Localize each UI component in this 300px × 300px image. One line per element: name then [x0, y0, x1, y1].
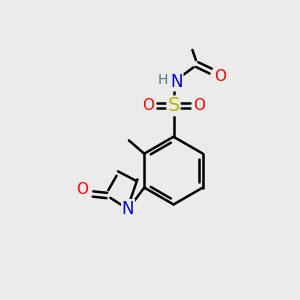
Text: O: O — [193, 98, 205, 113]
Text: O: O — [76, 182, 88, 197]
Text: H: H — [157, 73, 168, 87]
Text: O: O — [142, 98, 154, 113]
Text: N: N — [170, 73, 183, 91]
Text: O: O — [214, 70, 226, 85]
Text: S: S — [167, 96, 180, 115]
Text: N: N — [122, 200, 134, 218]
